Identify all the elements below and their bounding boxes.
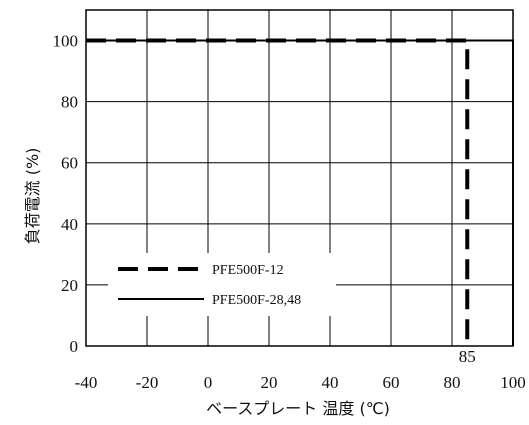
annotations: 85 [459,347,476,366]
y-tick-label: 80 [61,93,78,112]
tick-labels: -40 -20 0 20 40 60 80 100 0 20 40 60 80 100 [53,32,526,392]
x-tick-label: 60 [383,373,400,392]
y-tick-label: 20 [61,276,78,295]
legend-label-pfe500f-28-48: PFE500F-28,48 [212,293,301,308]
x-tick-label: 20 [261,373,278,392]
y-tick-label: 0 [70,337,79,356]
x-tick-label: 80 [444,373,461,392]
y-axis-title: 負荷電流 (%) [23,148,42,245]
x-tick-label: 0 [204,373,213,392]
y-tick-label: 60 [61,154,78,173]
x-tick-label: -40 [75,373,98,392]
x-tick-label: -20 [136,373,159,392]
y-tick-label: 40 [61,215,78,234]
legend-label-pfe500f-12: PFE500F-12 [212,263,284,278]
x-tick-label: 40 [322,373,339,392]
x-axis-title: ベースプレート 温度 (℃) [206,399,390,418]
x-tick-label: 100 [500,373,526,392]
annotation-label: 85 [459,347,476,366]
y-tick-label: 100 [53,32,79,51]
legend: PFE500F-12 PFE500F-28,48 [108,253,336,316]
